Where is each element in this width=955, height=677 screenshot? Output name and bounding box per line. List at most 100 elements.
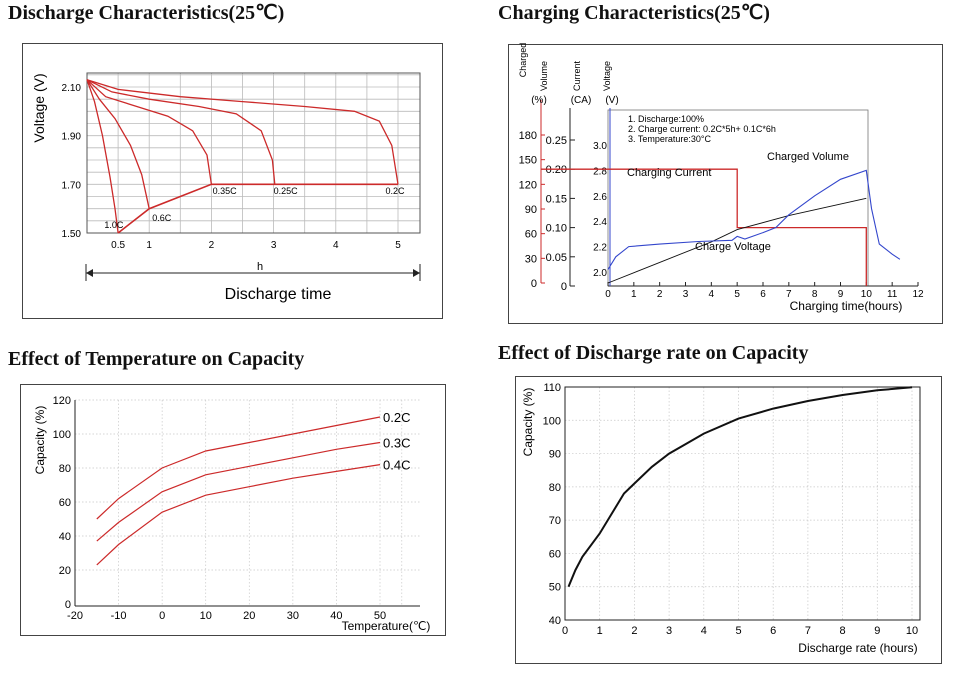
current-axis-header: Current [572, 60, 582, 91]
x-tick-label: 1 [631, 289, 637, 300]
series-label: Charging Current [627, 167, 711, 179]
x-tick-label: 6 [760, 289, 766, 300]
volume-tick-label: 0 [531, 278, 537, 290]
plot-area [564, 386, 921, 621]
x-tick-label: 9 [874, 625, 880, 637]
y-tick-label: 50 [549, 582, 561, 594]
x-tick-label: 2 [209, 240, 215, 251]
x-tick-label: 1 [146, 240, 152, 251]
x-axis-title: Discharge time [225, 286, 332, 303]
volume-tick-label: 30 [525, 253, 537, 265]
voltage-tick-label: 2.8 [593, 166, 607, 177]
volume-axis-header: Charged [518, 43, 528, 78]
x-tick-label: 4 [701, 625, 707, 637]
volume-tick-label: 180 [519, 130, 537, 142]
discharge-title: Discharge Characteristics(25℃) [8, 2, 285, 24]
y-tick-label: 60 [59, 497, 71, 509]
series-0.35C-line [86, 79, 213, 185]
x-tick-label: 2 [631, 625, 637, 637]
arrow-head [86, 269, 93, 277]
volume-tick-label: 150 [519, 155, 537, 167]
voltage-axis-unit: (V) [605, 95, 618, 106]
y-tick-label: 70 [549, 515, 561, 527]
x-axis-title: Temperature(℃) [342, 619, 431, 633]
x-tick-label: 40 [330, 610, 342, 622]
rate-title: Effect of Discharge rate on Capacity [498, 342, 809, 364]
x-tick-label: 8 [840, 625, 846, 637]
x-axis-title: Discharge rate (hours) [798, 641, 917, 655]
current-axis-unit: (CA) [571, 95, 592, 106]
x-tick-label: 30 [287, 610, 299, 622]
x-tick-label: 10 [200, 610, 212, 622]
x-tick-label: 10 [906, 625, 918, 637]
x-tick-label: 4 [333, 240, 339, 251]
y-tick-label: 2.10 [62, 83, 82, 94]
x-tick-label: 5 [395, 240, 401, 251]
charging-current-line [608, 168, 867, 286]
y-tick-label: 110 [543, 382, 561, 394]
voltage-tick-label: 3.0 [593, 141, 607, 152]
x-tick-label: 0 [159, 610, 165, 622]
y-tick-label: 0 [65, 599, 71, 611]
current-tick-label: 0.10 [546, 223, 567, 235]
series-label: 0.25C [274, 186, 299, 196]
x-tick-label: 7 [786, 289, 792, 300]
y-tick-label: 1.70 [62, 180, 82, 191]
current-tick-label: 0 [561, 281, 567, 293]
x-tick-label: 3 [666, 625, 672, 637]
x-axis-title: Charging time(hours) [790, 299, 903, 313]
x-tick-label: 6 [770, 625, 776, 637]
series-1.0C-line [86, 79, 119, 234]
x-tick-label: 5 [735, 625, 741, 637]
x-tick-label: 0 [562, 625, 568, 637]
series-label: 0.35C [213, 186, 238, 196]
series-label: 0.2C [383, 410, 410, 425]
y-tick-label: 40 [59, 531, 71, 543]
y-tick-label: 80 [59, 463, 71, 475]
volume-tick-label: 90 [525, 204, 537, 216]
series-label: 0.6C [152, 213, 172, 223]
temperature-chart-frame [20, 384, 446, 636]
series-label: Charged Volume [767, 151, 849, 163]
voltage-tick-label: 2.4 [593, 217, 607, 228]
x-tick-label: 12 [912, 289, 924, 300]
series-0.3C-line [96, 441, 381, 542]
charged-volume-line [607, 197, 867, 284]
arrow-head [413, 269, 420, 277]
x-tick-label: 4 [709, 289, 715, 300]
charging-chart-frame [508, 44, 943, 324]
y-tick-label: 120 [53, 395, 71, 407]
series-label: Charge Voltage [695, 241, 771, 253]
x-tick-label: 11 [887, 289, 898, 300]
y-tick-label: 80 [549, 482, 561, 494]
charge-note: 1. Discharge:100% [628, 114, 704, 124]
x-tick-label: 5 [734, 289, 740, 300]
x-tick-label: 1 [597, 625, 603, 637]
x-tick-label: 0.5 [111, 240, 125, 251]
voltage-tick-label: 2.6 [593, 192, 607, 203]
plot-area [86, 72, 421, 234]
x-tick-label: 8 [812, 289, 818, 300]
y-axis-title: Capacity (%) [521, 388, 535, 457]
y-tick-label: 100 [543, 415, 561, 427]
y-tick-label: 90 [549, 449, 561, 461]
current-tick-label: 0.25 [546, 135, 567, 147]
volume-axis-header: Volume [539, 61, 549, 91]
x-tick-label: 3 [271, 240, 277, 251]
x-tick-label: 3 [683, 289, 689, 300]
x-tick-label: 10 [861, 289, 873, 300]
series-0.6C-line [86, 79, 150, 209]
y-tick-label: 1.50 [62, 229, 82, 240]
y-tick-label: 60 [549, 548, 561, 560]
capacity-curve [567, 386, 913, 588]
series-0.2C-line [96, 416, 381, 520]
charge-voltage-line [607, 169, 901, 270]
current-tick-label: 0.15 [546, 193, 567, 205]
charging-title: Charging Characteristics(25℃) [498, 2, 770, 24]
x-tick-label: 50 [374, 610, 386, 622]
y-axis-title: Capacity (%) [33, 406, 47, 475]
x-tick-label: -20 [67, 610, 83, 622]
